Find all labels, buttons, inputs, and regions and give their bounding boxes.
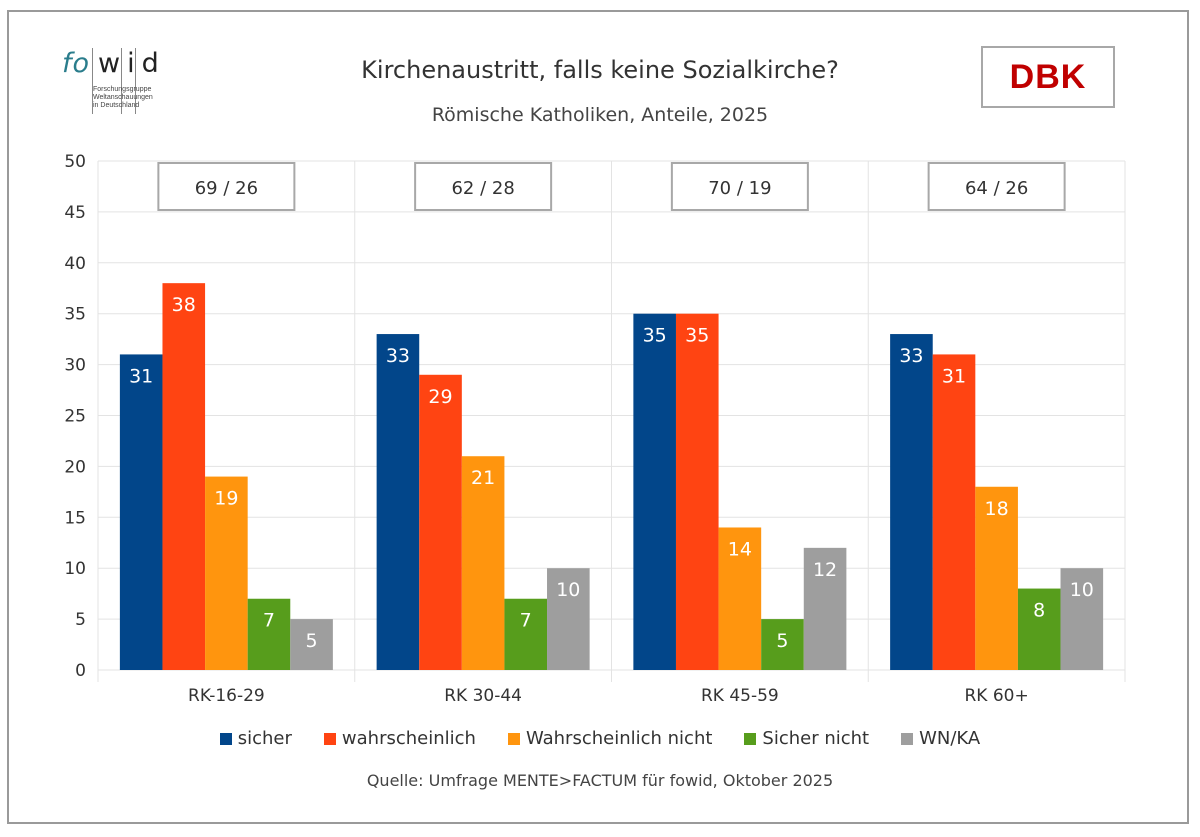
legend-item: Sicher nicht xyxy=(744,728,869,749)
logo-fo-text: fo xyxy=(62,48,91,79)
x-axis: RK-16-29 RK 30-44 RK 45-59 RK 60+ xyxy=(188,686,1029,706)
data-label: 10 xyxy=(556,579,580,601)
dbk-logo: DBK xyxy=(981,46,1115,108)
data-label: 21 xyxy=(471,467,495,489)
y-tick-label: 0 xyxy=(75,661,86,681)
data-label: 5 xyxy=(306,630,318,652)
y-tick-label: 45 xyxy=(64,203,86,223)
data-label: 33 xyxy=(899,345,923,367)
bar xyxy=(890,334,933,670)
annotation-box xyxy=(414,162,553,211)
legend-item: wahrscheinlich xyxy=(323,728,476,749)
chart-subtitle: Römische Katholiken, Anteile, 2025 xyxy=(431,104,769,126)
x-tick-label: RK 45-59 xyxy=(701,686,779,706)
legend-label: Wahrscheinlich nicht xyxy=(525,728,713,749)
data-label: 19 xyxy=(214,488,238,510)
annotations: 69 / 26 62 / 28 70 / 19 64 / 26 xyxy=(157,162,1066,211)
y-tick-label: 50 xyxy=(64,152,86,172)
bar xyxy=(547,568,590,670)
source-note: Quelle: Umfrage MENTE>FACTUM für fowid, … xyxy=(366,771,834,790)
bar xyxy=(761,619,804,670)
annotation-label: 69 / 26 xyxy=(195,178,258,199)
annotation-box xyxy=(670,162,809,211)
data-label: 35 xyxy=(643,325,667,347)
annotation-box xyxy=(157,162,296,211)
data-label: 14 xyxy=(728,538,752,560)
data-label: 7 xyxy=(520,610,532,632)
data-label: 35 xyxy=(685,325,709,347)
legend-swatch xyxy=(219,732,232,745)
legend-swatch xyxy=(323,732,336,745)
logo-wid-text: wid xyxy=(98,48,166,79)
bars: 31 38 19 7 5 33 29 21 7 10 35 35 14 5 12 33 31 18 8 10 xyxy=(119,283,1104,670)
y-tick-label: 15 xyxy=(64,508,86,528)
bar xyxy=(932,354,976,670)
bar xyxy=(675,313,719,670)
data-label: 7 xyxy=(263,610,275,632)
y-tick-label: 20 xyxy=(64,457,86,477)
y-tick-label: 30 xyxy=(64,356,86,376)
data-label: 8 xyxy=(1033,600,1045,622)
data-label: 38 xyxy=(172,294,196,316)
y-axis: 0 5 10 15 20 25 30 35 40 45 50 xyxy=(64,152,86,681)
annotation-label: 64 / 26 xyxy=(965,178,1028,199)
legend-swatch xyxy=(901,732,914,745)
bar xyxy=(290,619,333,670)
bar xyxy=(803,547,847,670)
bar xyxy=(247,598,291,670)
bar xyxy=(1017,588,1061,670)
bar xyxy=(718,527,762,670)
y-tick-label: 10 xyxy=(64,559,86,579)
chart-title: Kirchenaustritt, falls keine Sozialkirch… xyxy=(361,56,839,84)
y-tick-label: 40 xyxy=(64,254,86,274)
bar xyxy=(461,456,505,670)
legend-label: Sicher nicht xyxy=(762,728,870,749)
data-label: 29 xyxy=(428,386,452,408)
bar xyxy=(419,374,462,670)
data-label: 5 xyxy=(776,630,788,652)
legend-swatch xyxy=(744,732,757,745)
y-tick-label: 25 xyxy=(64,407,86,427)
fowid-logo: fo wid Forschungsgruppe Weltanschauungen… xyxy=(62,48,182,118)
x-tick-label: RK 30-44 xyxy=(444,686,522,706)
x-tick-label: RK 60+ xyxy=(965,686,1029,706)
legend-item: WN/KA xyxy=(901,728,980,749)
data-label: 12 xyxy=(813,559,837,581)
legend: sicher wahrscheinlich Wahrscheinlich nicht… xyxy=(0,728,1200,749)
data-label: 33 xyxy=(386,345,410,367)
bar xyxy=(205,476,248,670)
bar xyxy=(975,486,1018,670)
legend-swatch xyxy=(507,732,520,745)
annotation-label: 70 / 19 xyxy=(708,178,771,199)
legend-label: WN/KA xyxy=(919,728,981,749)
y-tick-label: 35 xyxy=(64,305,86,325)
bar xyxy=(633,313,676,670)
legend-label: wahrscheinlich xyxy=(341,728,476,749)
bar xyxy=(504,598,548,670)
annotation-box xyxy=(927,162,1066,211)
y-tick-label: 5 xyxy=(75,610,86,630)
legend-item: Wahrscheinlich nicht xyxy=(507,728,713,749)
bar xyxy=(376,334,420,670)
data-label: 10 xyxy=(1070,579,1094,601)
bar xyxy=(119,354,163,670)
x-tick-label: RK-16-29 xyxy=(188,686,265,706)
logo-subtitle: Forschungsgruppe Weltanschauungen in Deu… xyxy=(93,86,153,109)
legend-item: sicher xyxy=(219,728,292,749)
data-label: 31 xyxy=(942,365,966,387)
bar xyxy=(1060,568,1104,670)
data-label: 18 xyxy=(985,498,1009,520)
bar xyxy=(162,283,206,670)
data-label: 31 xyxy=(129,365,153,387)
legend-label: sicher xyxy=(237,728,292,749)
annotation-label: 62 / 28 xyxy=(451,178,514,199)
